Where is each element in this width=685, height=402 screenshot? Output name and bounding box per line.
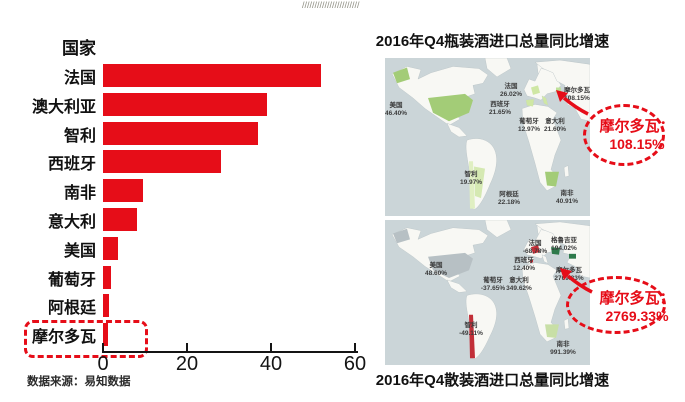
world-map-bottled <box>391 58 590 210</box>
bar-chart-header: 国家 <box>62 39 96 58</box>
world-map-bulk <box>391 220 590 360</box>
bottled-callout-ellipse <box>583 104 665 166</box>
bar-label: 葡萄牙 <box>47 271 96 289</box>
map-label-usa: 美国 46.40% <box>384 102 408 117</box>
x-tick-label: 0 <box>97 353 109 375</box>
map-label-chile: 智利 -49.11% <box>459 322 483 337</box>
bulk-wine-map: 美国 48.60% 法国 -68.78% 格鲁吉亚 194.02% 西班牙 12.40%… <box>385 220 590 365</box>
map-label-spain: 西班牙 21.65% <box>488 101 512 116</box>
x-tick-label: 60 <box>343 353 367 375</box>
bottled-map-highlighted-countries <box>393 67 561 209</box>
x-tick-label: 20 <box>175 353 199 375</box>
map-label-italy: 意大利 349.62% <box>506 277 532 292</box>
map-label-chile: 智利 19.97% <box>459 171 483 186</box>
bar-row: 葡萄牙 <box>0 266 380 289</box>
bottled-map-title: 2016年Q4瓶装酒进口总量同比增速 <box>375 33 610 50</box>
bar-row: 意大利 <box>0 208 380 231</box>
world-continents <box>391 58 590 210</box>
map-label-france: 法国 -68.78% <box>522 240 548 255</box>
bar-label: 法国 <box>63 69 96 87</box>
bulk-callout-text: 摩尔多瓦： 2769.33% <box>599 290 675 324</box>
bar-row: 美国 <box>0 237 380 260</box>
bar <box>103 294 110 317</box>
x-tick <box>270 343 272 351</box>
bar-label: 美国 <box>63 242 96 260</box>
bar-label: 澳大利亚 <box>31 98 96 116</box>
moldova-highlight-box <box>24 320 148 358</box>
bar-label: 智利 <box>63 127 96 145</box>
x-axis <box>102 351 358 353</box>
bar <box>103 93 267 116</box>
bar-row: 智利 <box>0 122 380 145</box>
bar <box>103 122 259 145</box>
bar <box>103 323 109 346</box>
data-source-note: 数据来源：易知数据 <box>27 376 131 388</box>
bar <box>103 64 322 87</box>
map-label-moldova: 摩尔多瓦 108.15% <box>564 87 590 102</box>
map-label-portugal: 葡萄牙 -37.65% <box>480 277 506 292</box>
x-tick <box>354 343 356 351</box>
map-label-portugal: 葡萄牙 12.97% <box>517 118 541 133</box>
map-label-argentina: 阿根廷 22.18% <box>497 191 521 206</box>
map-label-italy: 意大利 21.60% <box>543 118 567 133</box>
bar <box>103 266 112 289</box>
x-tick <box>186 343 188 351</box>
top-decor-slashes: /////////////////////// <box>302 0 360 10</box>
bulk-map-highlighted-countries <box>393 228 576 359</box>
map-label-usa: 美国 48.60% <box>424 262 448 277</box>
bar-row: 摩尔多瓦 <box>0 323 380 346</box>
map-label-georgia: 格鲁吉亚 194.02% <box>551 237 577 252</box>
map-label-south-africa: 南非 40.91% <box>555 190 579 205</box>
bottled-wine-map: 美国 46.40% 法国 26.02% 西班牙 21.65% 葡萄牙 12.97% 意大… <box>385 58 590 216</box>
x-tick <box>102 343 104 351</box>
bar-label: 阿根廷 <box>47 299 96 317</box>
bar-row: 南非 <box>0 179 380 202</box>
bar <box>103 208 137 231</box>
bottled-callout-text: 摩尔多瓦： 108.15% <box>599 118 675 152</box>
bulk-map-title: 2016年Q4散装酒进口总量同比增速 <box>375 372 610 389</box>
map-label-france: 法国 26.02% <box>499 83 523 98</box>
bar-label: 南非 <box>63 184 96 202</box>
bar-row: 阿根廷 <box>0 294 380 317</box>
map-label-spain: 西班牙 12.40% <box>512 257 536 272</box>
bar-label: 西班牙 <box>47 155 96 173</box>
bar-row: 西班牙 <box>0 150 380 173</box>
bar-row: 澳大利亚 <box>0 93 380 116</box>
bar <box>103 237 118 260</box>
x-tick-label: 40 <box>259 353 283 375</box>
bar-label: 意大利 <box>47 213 96 231</box>
bar-row: 法国 <box>0 64 380 87</box>
bulk-callout-arrow-icon <box>560 268 593 294</box>
map-label-south-africa: 南非 991.39% <box>550 341 576 356</box>
bar-label: 摩尔多瓦 <box>31 328 96 346</box>
bottled-callout-arrow-icon <box>556 90 589 116</box>
bar <box>103 179 143 202</box>
bulk-callout-ellipse <box>566 276 666 334</box>
bar <box>103 150 221 173</box>
